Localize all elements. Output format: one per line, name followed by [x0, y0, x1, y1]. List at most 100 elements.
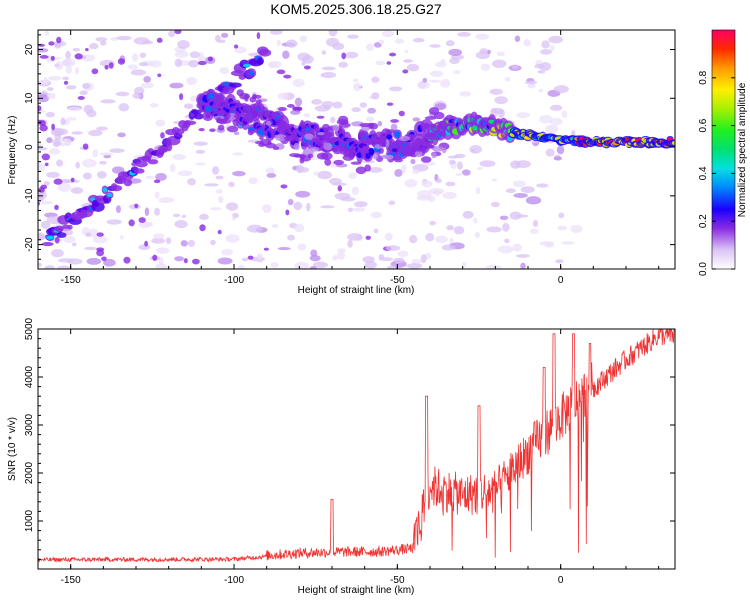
heatmap-scatter-blob: [359, 122, 372, 128]
heatmap-scatter-blob: [320, 152, 333, 160]
heatmap-noise-blob: [364, 261, 377, 269]
heatmap-noise-blob: [179, 93, 184, 101]
heatmap-noise-blob: [459, 91, 472, 97]
spectrogram-x-tick-label: -100: [224, 275, 244, 286]
heatmap-noise-blob: [38, 200, 53, 205]
heatmap-scatter-blob: [316, 139, 322, 147]
heatmap-noise-blob: [234, 46, 247, 54]
heatmap-noise-blob: [524, 80, 538, 85]
colorbar-label: Normalized spectral amplitude: [737, 82, 748, 217]
heatmap-noise-blob: [98, 160, 107, 165]
heatmap-noise-blob: [332, 255, 338, 261]
heatmap-scatter-blob: [429, 136, 441, 141]
heatmap-scatter-blob: [403, 148, 412, 156]
heatmap-noise-blob: [429, 187, 445, 194]
snr-y-label: SNR (10 * v/v): [7, 417, 18, 481]
heatmap-noise-blob: [187, 240, 195, 247]
heatmap-noise-blob: [198, 128, 205, 132]
heatmap-scatter-blob: [332, 124, 340, 132]
heatmap-noise-blob: [217, 39, 226, 44]
heatmap-noise-blob: [215, 175, 224, 180]
heatmap-noise-blob: [156, 247, 170, 254]
heatmap-scatter-blob: [244, 117, 255, 123]
heatmap-noise-blob: [100, 99, 116, 104]
heatmap-ridge-blob: [62, 224, 70, 229]
heatmap-noise-blob: [96, 249, 105, 257]
heatmap-ridge-core: [106, 193, 113, 197]
heatmap-noise-blob: [172, 213, 181, 218]
heatmap-noise-blob: [189, 95, 197, 102]
heatmap-noise-blob: [95, 37, 108, 42]
heatmap-noise-blob: [283, 74, 292, 79]
heatmap-noise-blob: [367, 107, 376, 114]
heatmap-scatter-blob: [300, 119, 305, 128]
spectrogram-x-tick-label: -150: [61, 275, 81, 286]
heatmap-noise-blob: [66, 85, 77, 90]
heatmap-scatter-blob: [378, 147, 384, 154]
heatmap-noise-blob: [294, 223, 305, 233]
heatmap-noise-blob: [491, 107, 504, 115]
heatmap-noise-blob: [79, 90, 88, 96]
heatmap-noise-blob: [174, 58, 183, 68]
heatmap-noise-blob: [57, 182, 72, 192]
heatmap-noise-blob: [52, 138, 61, 148]
heatmap-noise-blob: [127, 64, 138, 70]
heatmap-noise-blob: [512, 180, 526, 188]
heatmap-noise-blob: [474, 232, 481, 238]
heatmap-noise-blob: [341, 52, 347, 60]
heatmap-noise-blob: [212, 166, 220, 175]
heatmap-noise-blob: [389, 86, 403, 92]
heatmap-scatter-blob: [304, 133, 314, 140]
chart-title: KOM5.2025.306.18.25.G27: [270, 1, 442, 17]
heatmap-noise-blob: [454, 153, 466, 159]
heatmap-noise-blob: [71, 131, 84, 135]
spectrogram-x-tick-label: 0: [558, 275, 564, 286]
heatmap-scatter-blob: [368, 122, 379, 130]
heatmap-noise-blob: [128, 219, 135, 227]
heatmap-noise-blob: [525, 196, 542, 205]
heatmap-noise-blob: [270, 30, 283, 35]
heatmap-noise-blob: [362, 256, 375, 264]
heatmap-noise-blob: [402, 69, 409, 74]
heatmap-noise-blob: [320, 205, 335, 209]
heatmap-scatter-blob: [255, 99, 262, 104]
heatmap-scatter-blob: [313, 123, 319, 132]
heatmap-noise-blob: [337, 248, 346, 253]
heatmap-noise-blob: [134, 203, 139, 209]
heatmap-noise-blob: [530, 228, 539, 234]
heatmap-noise-blob: [276, 40, 281, 47]
heatmap-noise-blob: [115, 91, 130, 97]
heatmap-noise-blob: [411, 169, 420, 175]
heatmap-scatter-blob: [239, 93, 251, 100]
heatmap-noise-blob: [456, 161, 463, 170]
heatmap-noise-blob: [153, 179, 161, 184]
heatmap-noise-blob: [59, 138, 70, 142]
heatmap-noise-blob: [310, 249, 318, 257]
heatmap-noise-blob: [38, 262, 43, 268]
heatmap-noise-blob: [449, 57, 460, 65]
heatmap-noise-blob: [186, 77, 198, 86]
heatmap-noise-blob: [221, 248, 233, 256]
spectrogram-y-tick-label: 10: [24, 92, 35, 104]
heatmap-scatter-blob: [264, 142, 277, 149]
heatmap-noise-blob: [441, 244, 456, 251]
heatmap-noise-blob: [475, 33, 490, 40]
heatmap-noise-blob: [82, 172, 92, 180]
heatmap-noise-blob: [140, 82, 154, 89]
heatmap-noise-blob: [63, 235, 76, 244]
heatmap-noise-blob: [352, 207, 366, 212]
heatmap-noise-blob: [479, 48, 488, 55]
heatmap-noise-blob: [149, 60, 162, 68]
heatmap-scatter-blob: [339, 121, 349, 125]
heatmap-noise-blob: [210, 239, 216, 246]
heatmap-noise-blob: [131, 53, 139, 62]
heatmap-noise-blob: [287, 198, 294, 206]
colorbar-tick-label: 0.8: [698, 70, 709, 84]
heatmap-noise-blob: [440, 78, 451, 88]
heatmap-scatter-blob: [293, 125, 299, 129]
heatmap-noise-blob: [109, 148, 125, 153]
heatmap-noise-blob: [421, 180, 433, 188]
heatmap-noise-blob: [401, 164, 407, 173]
heatmap-noise-blob: [91, 68, 99, 75]
heatmap-noise-blob: [65, 65, 72, 74]
